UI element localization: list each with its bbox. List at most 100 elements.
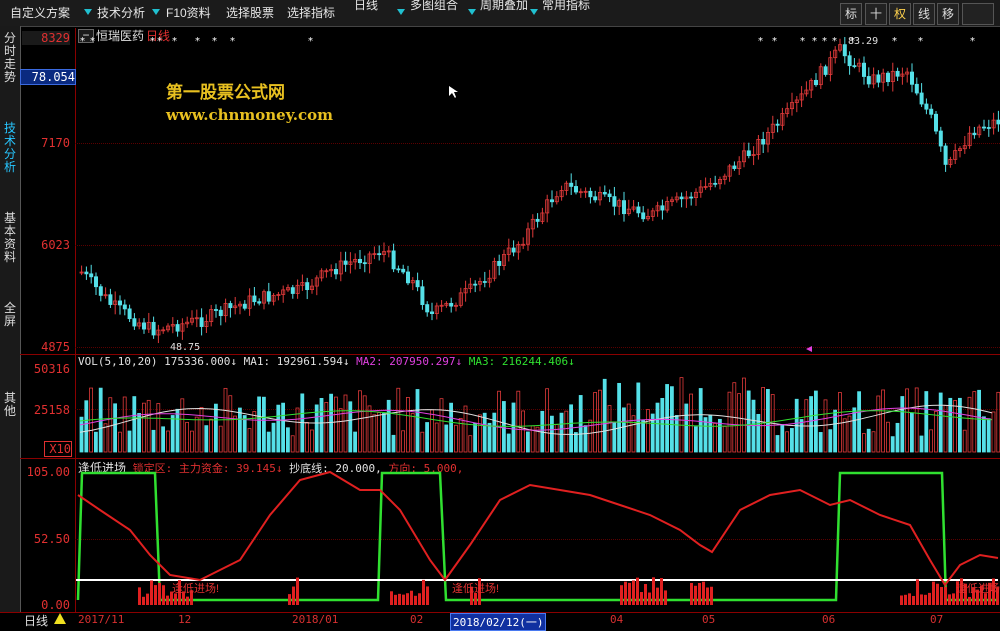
toolbar-select-indicator[interactable]: 选择指标 — [287, 6, 336, 20]
toolbar-custom-scheme[interactable]: 自定义方案 — [10, 6, 71, 20]
volume-bar — [526, 431, 530, 453]
period-tab[interactable]: 日线 — [24, 614, 49, 628]
lock-zone-bar — [972, 587, 975, 605]
candle-body — [852, 65, 857, 68]
chevron-down-icon[interactable] — [397, 9, 405, 15]
top-toolbar: 自定义方案 技术分析 F10资料 选择股票 选择指标 日线 多图组合 周期叠加 … — [0, 0, 1000, 27]
toolbar-select-stock[interactable]: 选择股票 — [226, 6, 275, 20]
candle-body — [449, 302, 454, 307]
volume-bar — [972, 391, 977, 453]
volume-bar — [886, 421, 890, 453]
candle-body — [348, 261, 353, 265]
date-label: 04 — [610, 613, 624, 626]
chevron-down-icon[interactable] — [468, 9, 476, 15]
lock-zone-bar — [932, 581, 935, 605]
volume-bar — [982, 416, 986, 453]
chevron-down-icon[interactable] — [530, 9, 538, 15]
minus-icon[interactable]: − — [78, 29, 94, 43]
candle-body — [722, 175, 727, 180]
lock-zone-bar — [146, 593, 149, 605]
volume-bar — [751, 399, 756, 453]
lock-zone-bar — [964, 583, 967, 605]
volume-bar — [386, 399, 391, 453]
candle-body — [583, 190, 588, 193]
candle-body — [914, 83, 919, 94]
candle-body — [665, 201, 670, 211]
toolbar-common-indicators[interactable]: 常用指标 — [542, 0, 591, 12]
candle-body — [233, 305, 238, 309]
line-button[interactable]: 线 — [913, 3, 935, 25]
volume-bar — [276, 404, 281, 453]
lock-zone-bar — [702, 581, 705, 605]
move-button[interactable]: 移 — [937, 3, 959, 25]
candle-body — [938, 130, 943, 147]
gridline — [75, 539, 1000, 540]
lock-zone-bar — [414, 595, 417, 605]
chevron-down-icon[interactable] — [84, 9, 92, 15]
star-marker: * — [892, 36, 897, 47]
volume-bar — [218, 425, 223, 453]
toolbar-tech-analysis[interactable]: 技术分析 — [97, 6, 146, 20]
volume-bar — [780, 424, 785, 453]
sidebar-tab-other[interactable]: 其他 — [3, 391, 16, 418]
volume-bar — [617, 382, 621, 453]
window-button[interactable] — [962, 3, 994, 25]
sidebar-tab-tech-analysis[interactable]: 技术分析 — [3, 121, 16, 174]
candle-body — [290, 287, 295, 294]
lock-zone-bar — [940, 587, 943, 605]
candle-body — [910, 71, 915, 85]
candle-body — [511, 247, 516, 253]
candle-body — [122, 304, 127, 310]
sidebar-tab-timeshare[interactable]: 分时走势 — [3, 31, 16, 84]
candle-body — [550, 199, 555, 203]
volume-bar — [785, 431, 789, 453]
candle-body — [646, 216, 651, 220]
candle-body — [209, 309, 214, 322]
volume-bar — [98, 387, 103, 453]
crosshair-button[interactable]: 十 — [865, 3, 887, 25]
mark-button[interactable]: 标 — [840, 3, 862, 25]
indicator-axis-label: 0.00 — [41, 598, 70, 612]
toolbar-period-overlay[interactable]: 周期叠加 — [480, 0, 529, 12]
candle-body — [684, 196, 689, 200]
candle-body — [703, 186, 708, 188]
volume-bar — [228, 395, 233, 453]
sidebar-tab-fullscreen[interactable]: 全屏 — [3, 301, 16, 328]
volume-bar — [698, 388, 703, 453]
rights-button[interactable]: 权 — [889, 3, 911, 25]
candle-body — [295, 284, 300, 294]
candle-body — [127, 308, 132, 320]
volume-bar — [958, 397, 962, 453]
volume-bar — [429, 409, 434, 453]
chevron-down-icon[interactable] — [152, 9, 160, 15]
vol-title: VOL(5,10,20) — [78, 355, 158, 368]
candle-body — [953, 150, 958, 160]
sidebar-tab-basic-info[interactable]: 基本资料 — [3, 211, 16, 264]
toolbar-multi-chart[interactable]: 多图组合 — [410, 0, 459, 12]
volume-bar — [535, 426, 540, 453]
volume-bar — [641, 419, 645, 453]
candle-body — [972, 132, 977, 136]
vol-ma-line — [79, 404, 993, 435]
candle-body — [410, 280, 415, 284]
toolbar-period[interactable]: 日线 — [354, 0, 379, 12]
candle-body — [871, 74, 876, 85]
volume-bar — [84, 400, 89, 453]
volume-bar — [396, 387, 401, 453]
lock-zone-bar — [944, 586, 947, 605]
candle-body — [194, 317, 199, 320]
candle-body — [141, 322, 146, 330]
volume-bar — [809, 396, 813, 453]
candle-body — [905, 71, 910, 75]
star-marker: * — [150, 36, 155, 47]
toolbar-f10[interactable]: F10资料 — [166, 6, 211, 20]
vol-scale-label[interactable]: X10 — [44, 441, 72, 457]
triangle-up-icon[interactable] — [54, 613, 66, 624]
lock-zone-bar — [190, 590, 193, 605]
star-marker: * — [772, 36, 777, 47]
vol-axis-label: 25158 — [33, 403, 70, 417]
candle-body — [790, 102, 795, 110]
candle-body — [588, 190, 593, 198]
lock-zone-bar — [138, 587, 141, 605]
